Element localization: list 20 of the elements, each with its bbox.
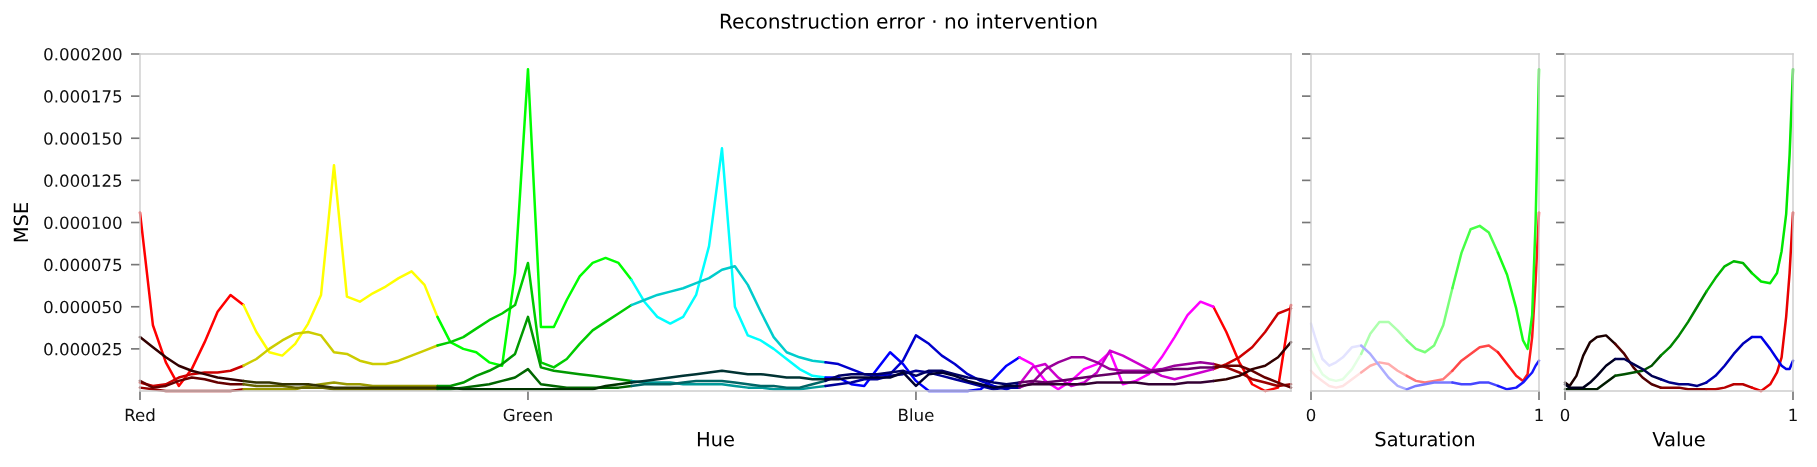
x-tick-label: Red — [125, 408, 155, 422]
y-tick-label: 0.000075 — [44, 258, 122, 272]
x-tick-label: Blue — [899, 408, 934, 422]
y-tick-label: 0.000100 — [44, 216, 122, 230]
y-tick-label: 0.000050 — [44, 300, 122, 314]
y-tick-label: 0.000175 — [44, 90, 122, 103]
y-tick-label: 0.000150 — [44, 132, 122, 145]
x-axis-title: Saturation — [1375, 431, 1475, 447]
chart-title: Reconstruction error · no intervention — [720, 13, 1097, 29]
x-axis-title: Value — [1652, 431, 1705, 447]
x-tick-label: 1 — [1535, 408, 1543, 422]
x-tick-label: 0 — [1560, 408, 1570, 422]
y-tick-label: 0.000200 — [44, 47, 122, 61]
x-tick-label: 1 — [1789, 408, 1797, 422]
y-tick-label: 0.000025 — [44, 342, 122, 356]
x-tick-label: 0 — [1306, 408, 1316, 422]
y-axis-title: MSE — [13, 203, 29, 242]
x-tick-label: Green — [503, 408, 552, 422]
x-axis-title: Hue — [697, 432, 734, 447]
y-tick-label: 0.000125 — [44, 174, 122, 187]
